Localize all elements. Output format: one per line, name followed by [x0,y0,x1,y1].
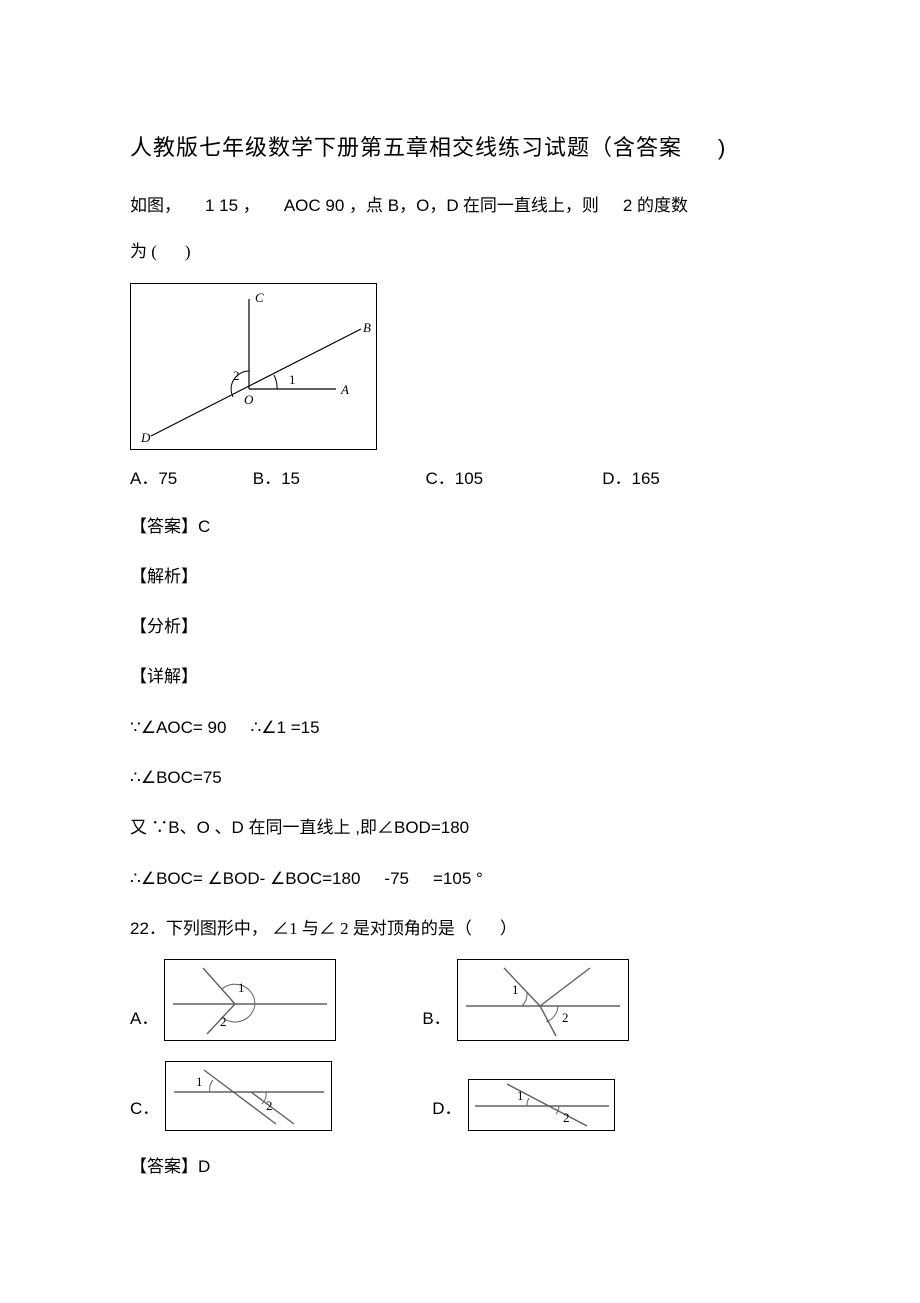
svg-text:O: O [244,392,254,407]
q1-sol-l2: ∴∠BOC=75 [130,762,820,794]
q1-option-a: A．75 [130,464,248,489]
svg-text:2: 2 [266,1098,273,1113]
svg-text:1: 1 [512,982,519,997]
q1-line2: 为 () [130,236,820,268]
q1-line1: 如图，1 15 ，AOC 90 ，点 B，O，D 在同一直线上，则2 的度数 [130,190,820,222]
svg-text:2: 2 [233,368,240,383]
q22-row-cd: C． 12 D． 12 [130,1061,820,1131]
q1-fenxi-h: 【分析】 [130,611,820,643]
q22-label-d: D． [432,1094,461,1131]
svg-text:B: B [363,320,371,335]
svg-text:2: 2 [563,1110,570,1125]
q22-label-b: B． [422,1004,450,1041]
svg-text:C: C [255,290,264,305]
q22-figure-c: 12 [165,1061,332,1131]
q1-sol-l3: 又 ∵B、O 、D 在同一直线上 ,即∠BOD=180 [130,812,820,844]
title-paren: ) [718,135,726,160]
q22-figure-a: 12 [164,959,336,1041]
svg-text:1: 1 [196,1074,203,1089]
q22-row-ab: A． 12 B． 12 [130,959,820,1041]
q1-sol-l1: ∵∠AOC= 90∴∠1 =15 [130,712,820,744]
svg-text:1: 1 [289,372,296,387]
svg-text:1: 1 [238,980,245,995]
q1-option-b: B．15 [253,464,421,489]
q1-answer: 【答案】C [130,511,820,543]
svg-text:1: 1 [517,1088,524,1103]
svg-text:A: A [340,382,349,397]
q1-option-c: C．105 [425,464,597,489]
q22-label-c: C． [130,1094,159,1131]
svg-text:D: D [140,430,151,445]
q22-answer: 【答案】D [130,1151,820,1183]
q22-label-a: A． [130,1004,158,1041]
q1-analysis-h: 【解析】 [130,561,820,593]
svg-text:2: 2 [220,1014,227,1029]
q1-sol-l4: ∴∠BOC= ∠BOD- ∠BOC=180-75=105 ° [130,863,820,895]
q1-detail-h: 【详解】 [130,661,820,693]
q22-figure-b: 12 [457,959,629,1041]
q22-stem: 22．下列图形中， ∠1 与∠ 2 是对顶角的是（） [130,913,820,945]
q1-option-d: D．165 [602,464,660,489]
q1-figure: C B A D O 1 2 [130,283,377,450]
svg-text:2: 2 [562,1010,569,1025]
title-main: 人教版七年级数学下册第五章相交线练习试题（含答案 [130,135,682,160]
page-title: 人教版七年级数学下册第五章相交线练习试题（含答案) [130,130,820,162]
q1-options: A．75 B．15 C．105 D．165 [130,464,820,489]
q22-figure-d: 12 [468,1079,615,1131]
